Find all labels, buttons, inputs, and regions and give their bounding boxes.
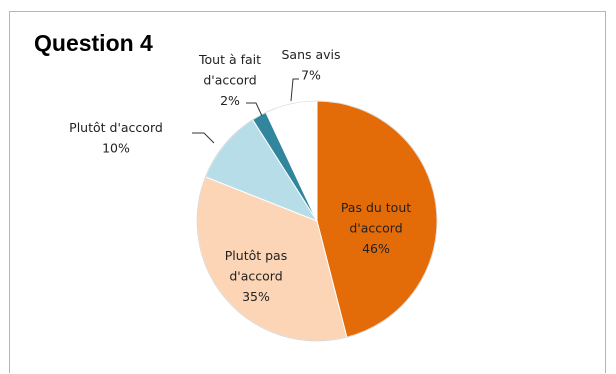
slice-label: Tout à fait d'accord 2% xyxy=(198,52,261,108)
pie-outline xyxy=(196,100,438,342)
slice-label: Plutôt pas d'accord 35% xyxy=(225,248,287,304)
leader-line xyxy=(246,102,263,117)
leader-line xyxy=(290,78,299,102)
slice-label: Pas du tout d'accord 46% xyxy=(341,200,411,256)
leader-line xyxy=(192,132,215,144)
slice-label: Sans avis 7% xyxy=(281,47,340,83)
chart-title: Question 4 xyxy=(34,30,153,56)
slice-label: Plutôt d'accord 10% xyxy=(69,120,163,156)
